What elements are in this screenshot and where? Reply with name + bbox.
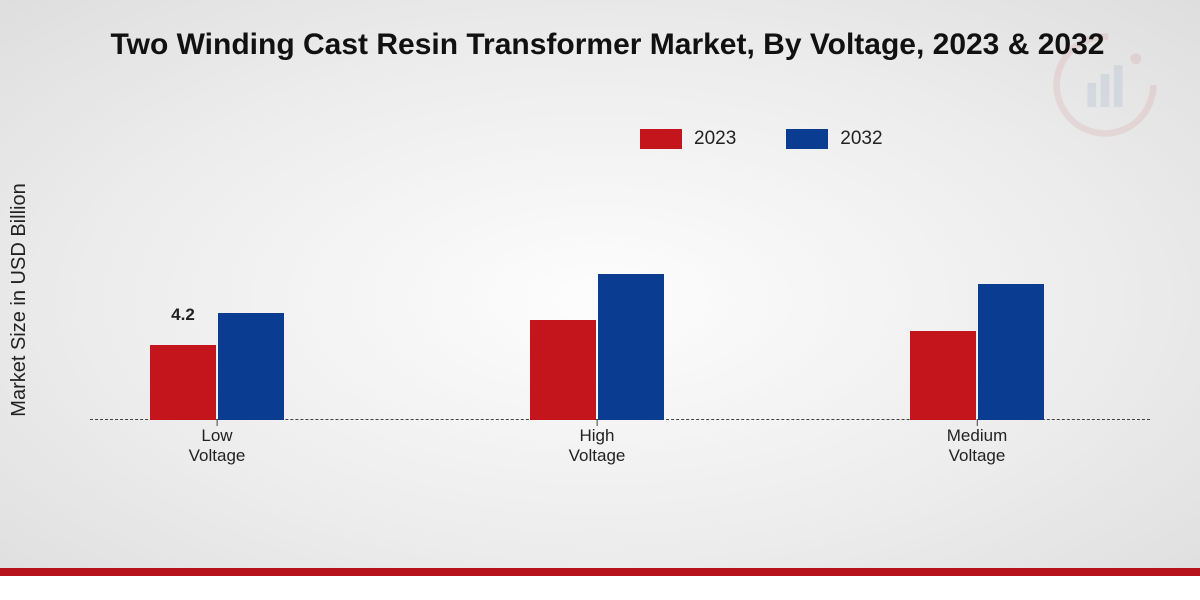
legend-swatch-2023 — [640, 129, 682, 149]
legend-swatch-2032 — [786, 129, 828, 149]
bar-2032-medium — [978, 284, 1044, 420]
bar-2023-medium — [910, 331, 976, 420]
x-tick-high: HighVoltage — [569, 426, 626, 467]
bar-value-label-low: 4.2 — [171, 305, 195, 325]
bar-2023-low — [150, 345, 216, 420]
y-axis-label: Market Size in USD Billion — [8, 183, 31, 416]
legend: 2023 2032 — [640, 128, 883, 150]
legend-item-2032: 2032 — [786, 128, 882, 150]
x-tick-low: LowVoltage — [189, 426, 246, 467]
chart-title: Two Winding Cast Resin Transformer Marke… — [75, 28, 1140, 62]
x-ticks: LowVoltage HighVoltage MediumVoltage — [90, 426, 1150, 486]
bar-2023-high — [530, 320, 596, 420]
legend-item-2023: 2023 — [640, 128, 736, 150]
bar-group-low — [150, 313, 284, 420]
legend-label-2032: 2032 — [840, 128, 882, 150]
legend-label-2023: 2023 — [694, 128, 736, 150]
bar-2032-low — [218, 313, 284, 420]
bar-group-medium — [910, 284, 1044, 420]
footer-accent-bar — [0, 568, 1200, 600]
x-tick-medium: MediumVoltage — [947, 426, 1007, 467]
bar-2032-high — [598, 274, 664, 420]
bar-group-high — [530, 274, 664, 420]
chart-plot-area: 4.2 — [90, 170, 1150, 420]
